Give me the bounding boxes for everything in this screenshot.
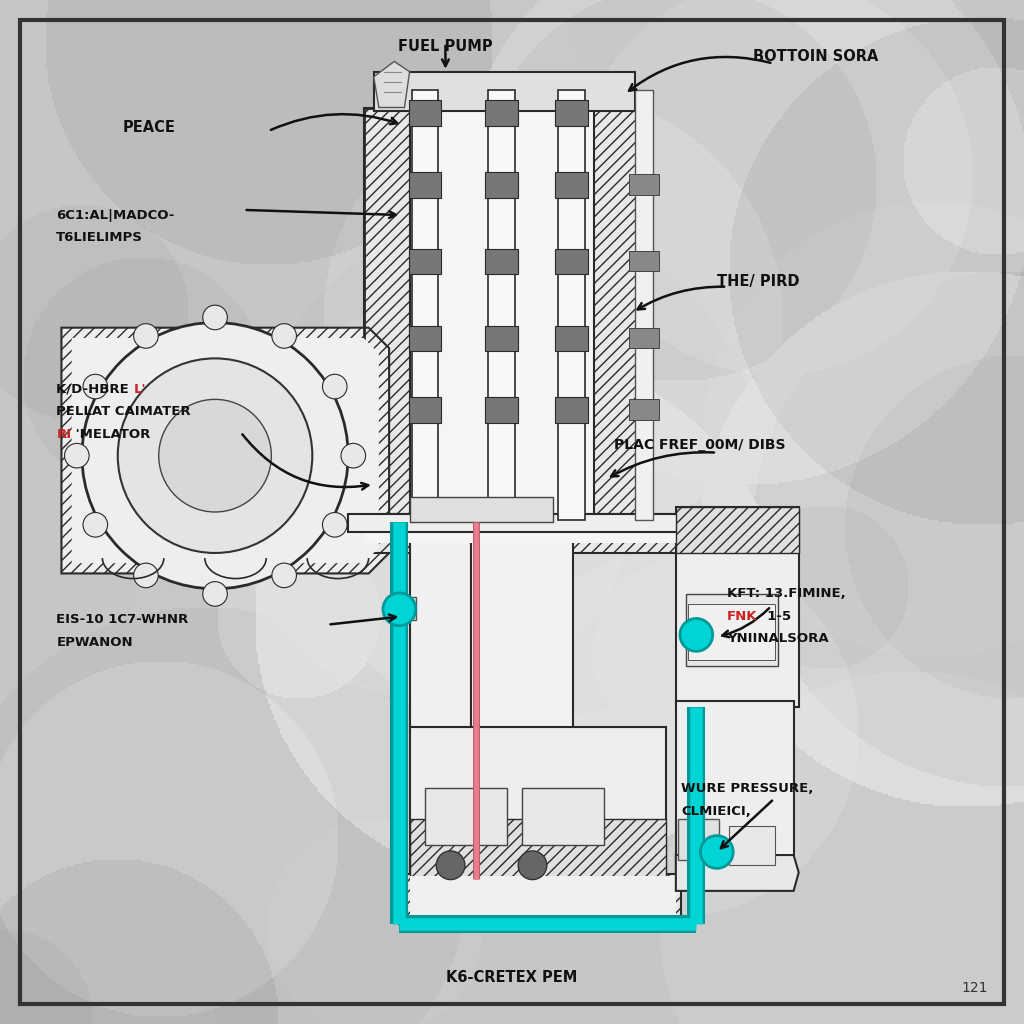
Bar xyxy=(364,514,701,553)
Bar xyxy=(409,100,441,126)
Polygon shape xyxy=(374,61,410,108)
Bar xyxy=(410,727,666,881)
Circle shape xyxy=(436,851,465,880)
Bar xyxy=(412,90,438,520)
Text: BOTTOIN SORA: BOTTOIN SORA xyxy=(753,49,878,63)
Text: RI: RI xyxy=(56,428,72,440)
Bar xyxy=(555,100,588,126)
Bar xyxy=(364,517,701,543)
Circle shape xyxy=(323,374,347,398)
Text: FUEL PUMP: FUEL PUMP xyxy=(398,39,493,53)
Bar xyxy=(629,174,659,195)
Circle shape xyxy=(271,563,296,588)
Circle shape xyxy=(341,443,366,468)
Bar xyxy=(635,90,653,520)
Text: YNIINALSORA: YNIINALSORA xyxy=(727,633,828,645)
Bar xyxy=(555,397,588,423)
Circle shape xyxy=(65,443,89,468)
Bar xyxy=(409,249,441,274)
Text: PELLAT CAIMATER: PELLAT CAIMATER xyxy=(56,406,190,418)
Circle shape xyxy=(518,851,547,880)
Text: WURE PRESSURE,: WURE PRESSURE, xyxy=(681,782,813,795)
Text: 'MELATOR: 'MELATOR xyxy=(72,428,151,440)
Text: 6C1:AL|MADCO-: 6C1:AL|MADCO- xyxy=(56,209,175,221)
Text: K/D-HBRE: K/D-HBRE xyxy=(56,383,134,395)
Bar xyxy=(629,251,659,271)
Circle shape xyxy=(133,324,159,348)
Bar xyxy=(485,100,518,126)
Text: PLAC FREF_00M/ DIBS: PLAC FREF_00M/ DIBS xyxy=(614,438,785,453)
Bar xyxy=(410,522,471,732)
Bar xyxy=(364,108,643,522)
Bar xyxy=(629,399,659,420)
Polygon shape xyxy=(676,855,799,891)
Circle shape xyxy=(82,323,348,589)
Bar xyxy=(410,819,666,881)
Text: 121: 121 xyxy=(962,981,988,995)
Bar xyxy=(485,249,518,274)
Bar xyxy=(688,604,775,660)
Bar xyxy=(348,514,717,532)
Circle shape xyxy=(272,324,297,348)
Bar xyxy=(729,826,775,865)
Circle shape xyxy=(83,512,108,537)
Bar xyxy=(676,701,794,881)
Bar xyxy=(364,108,410,522)
Text: KFT: 13.FIMINE,: KFT: 13.FIMINE, xyxy=(727,588,846,600)
Bar xyxy=(404,108,599,522)
Bar xyxy=(555,249,588,274)
Bar xyxy=(594,108,643,522)
Circle shape xyxy=(700,836,733,868)
Bar xyxy=(485,397,518,423)
Polygon shape xyxy=(72,338,379,563)
Bar xyxy=(676,507,799,553)
Text: EIS-10 1C7-WHNR: EIS-10 1C7-WHNR xyxy=(56,613,188,626)
Bar xyxy=(522,788,604,845)
Text: PEACE: PEACE xyxy=(123,121,176,135)
Polygon shape xyxy=(61,328,389,573)
Circle shape xyxy=(383,593,416,626)
Bar xyxy=(409,397,441,423)
Text: T6LIELIMPS: T6LIELIMPS xyxy=(56,231,143,244)
Text: CLMIEICI,: CLMIEICI, xyxy=(681,805,751,817)
Circle shape xyxy=(133,563,158,588)
Bar xyxy=(629,328,659,348)
Bar xyxy=(485,172,518,198)
Bar xyxy=(471,522,573,732)
Bar xyxy=(485,326,518,351)
Bar xyxy=(555,172,588,198)
Bar xyxy=(409,326,441,351)
Bar xyxy=(686,594,778,666)
Bar xyxy=(391,597,416,620)
Bar xyxy=(425,788,507,845)
Circle shape xyxy=(680,618,713,651)
Bar xyxy=(399,874,681,924)
Bar xyxy=(410,497,553,522)
Circle shape xyxy=(203,582,227,606)
Circle shape xyxy=(159,399,271,512)
Bar xyxy=(410,876,676,922)
Bar xyxy=(558,90,585,520)
Text: EPWANON: EPWANON xyxy=(56,636,133,648)
Bar xyxy=(678,819,719,860)
Text: THE/ PIRD: THE/ PIRD xyxy=(717,274,800,289)
Circle shape xyxy=(83,374,108,398)
Circle shape xyxy=(203,305,227,330)
Text: FNK: FNK xyxy=(727,610,758,623)
Text: L': L' xyxy=(134,383,146,395)
Bar xyxy=(409,172,441,198)
Circle shape xyxy=(118,358,312,553)
Bar xyxy=(555,326,588,351)
Bar xyxy=(488,90,515,520)
Circle shape xyxy=(323,512,347,537)
Text: 1-5: 1-5 xyxy=(758,610,791,623)
Bar xyxy=(676,507,799,707)
Text: K6-CRETEX PEM: K6-CRETEX PEM xyxy=(446,971,578,985)
Bar xyxy=(374,72,635,111)
